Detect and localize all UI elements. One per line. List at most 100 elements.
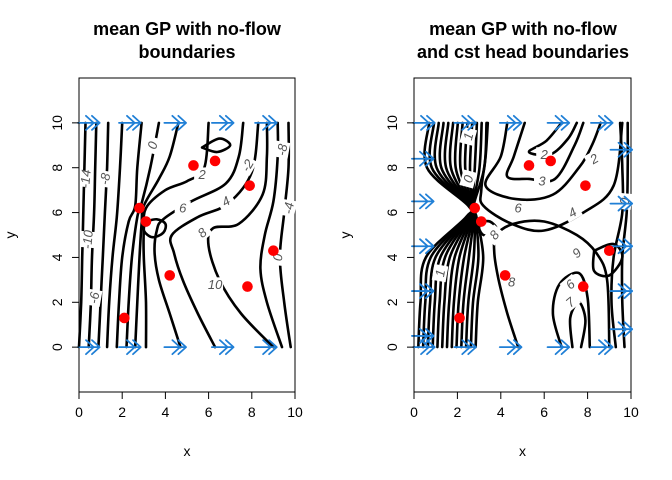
contour-label: -6: [86, 290, 103, 305]
boundary-arrow-head2: [126, 114, 136, 131]
y-axis-label: y: [337, 232, 353, 239]
boundary-arrow-head1: [132, 339, 142, 356]
contour-line: [133, 121, 180, 349]
observation-point: [604, 245, 615, 256]
observation-point: [545, 155, 557, 167]
boundary-arrow-head2: [218, 339, 229, 356]
right-side-arrow-head1: [623, 141, 634, 158]
left-side-arrow: [411, 150, 435, 167]
chart-title-line: and cst head boundaries: [417, 42, 629, 62]
right-side-arrow-head2: [617, 238, 628, 255]
left-side-arrow: [411, 283, 435, 299]
y-tick-label: 10: [384, 115, 400, 131]
x-tick-label: 6: [205, 404, 213, 420]
contour-line: [620, 121, 630, 349]
y-tick-label: 8: [384, 164, 400, 172]
contour-label-bg: [459, 169, 478, 189]
left-side-arrow-head2: [419, 150, 429, 167]
contour-label-bg: [483, 224, 505, 246]
contour-label: 1: [432, 268, 448, 278]
observation-point: [188, 160, 199, 171]
left-side-arrow-head1: [425, 150, 435, 167]
boundary-arrow-head2: [85, 339, 95, 356]
chart-title-line: mean GP with no-flow: [93, 19, 282, 39]
contour-label-bg: [174, 201, 191, 216]
x-tick-label: 4: [162, 404, 170, 420]
boundary-arrow-head1: [268, 114, 278, 131]
observation-point: [577, 281, 589, 292]
contour-label: 0: [144, 139, 161, 151]
contour-label: 6: [515, 201, 523, 216]
boundary-arrow: [118, 114, 142, 131]
left-side-arrow-head1: [425, 193, 435, 210]
contour-label-bg: [566, 242, 588, 264]
contour-label-bg: [194, 167, 211, 182]
boundary-arrow-head2: [85, 114, 95, 131]
boundary-arrow-head2: [126, 339, 136, 356]
contour-line: [492, 219, 611, 349]
boundary-arrow-head1: [91, 114, 101, 131]
left-side-arrow: [411, 328, 435, 344]
boundary-arrow-head1: [177, 339, 187, 356]
contour-loop: [142, 217, 168, 239]
boundary-arrow-head1: [177, 114, 187, 131]
left-side-arrow-head2: [419, 193, 429, 210]
boundary-arrow-head2: [598, 114, 608, 131]
contour-loop: [200, 137, 232, 154]
contour-label-bg: [191, 222, 213, 244]
contour-label: 0: [460, 173, 477, 185]
observation-point: [119, 312, 130, 324]
boundary-arrow-head1: [91, 339, 101, 356]
boundary-arrow-head1: [604, 114, 614, 131]
observation-point: [242, 281, 253, 292]
boundary-arrow: [163, 114, 187, 131]
right-side-arrow-head1: [623, 321, 634, 338]
boundary-arrow: [118, 339, 142, 356]
contour-line: [527, 121, 579, 157]
left-side-arrow-head1: [425, 283, 435, 299]
boundary-arrow-head2: [598, 339, 608, 356]
left-side-arrow: [411, 238, 435, 255]
contour-label-bg: [207, 277, 224, 292]
boundary-arrow: [412, 339, 436, 356]
boundary-arrow-head1: [426, 339, 436, 356]
x-tick-label: 8: [248, 404, 256, 420]
right-side-arrow-head2: [617, 141, 628, 158]
observation-point: [134, 202, 145, 214]
contour-label-bg: [431, 264, 449, 283]
right-side-arrow-head2: [617, 283, 628, 299]
boundary-arrow-head1: [224, 114, 235, 131]
boundary-arrow: [546, 339, 571, 356]
right-side-arrow-head1: [623, 195, 634, 212]
observation-point: [140, 216, 152, 227]
left-side-arrow-head1: [425, 238, 435, 255]
boundary-arrow-head1: [426, 114, 436, 131]
contour-label: 2: [540, 147, 549, 162]
boundary-arrow-head2: [171, 339, 181, 356]
y-tick-label: 4: [384, 253, 400, 261]
boundary-arrow-head1: [132, 114, 142, 131]
contour-label-bg: [510, 201, 527, 216]
y-tick-label: 6: [384, 208, 400, 216]
left-side-arrow: [411, 193, 435, 210]
contour-label-bg: [77, 170, 94, 188]
contour-line: [125, 121, 161, 349]
boundary-arrow: [498, 339, 523, 356]
x-tick-label: 4: [497, 404, 505, 420]
x-axis-label: x: [184, 443, 191, 459]
boundary-arrow-head2: [262, 114, 272, 131]
observation-point: [209, 155, 221, 167]
contour-label-bg: [85, 288, 103, 307]
right-side-arrow: [609, 195, 634, 212]
contour-label: -10: [79, 229, 96, 250]
boundary-arrow-head1: [467, 339, 477, 356]
x-tick-label: 8: [584, 404, 592, 420]
x-tick-label: 0: [75, 404, 83, 420]
contour-label-bg: [583, 148, 605, 169]
observation-point: [454, 312, 465, 324]
plot-frame: [78, 77, 296, 393]
right-side-arrow: [609, 238, 634, 255]
boundary-arrow: [254, 114, 278, 131]
right-side-arrow-head1: [623, 283, 634, 299]
contour-label-bg: [459, 126, 478, 146]
